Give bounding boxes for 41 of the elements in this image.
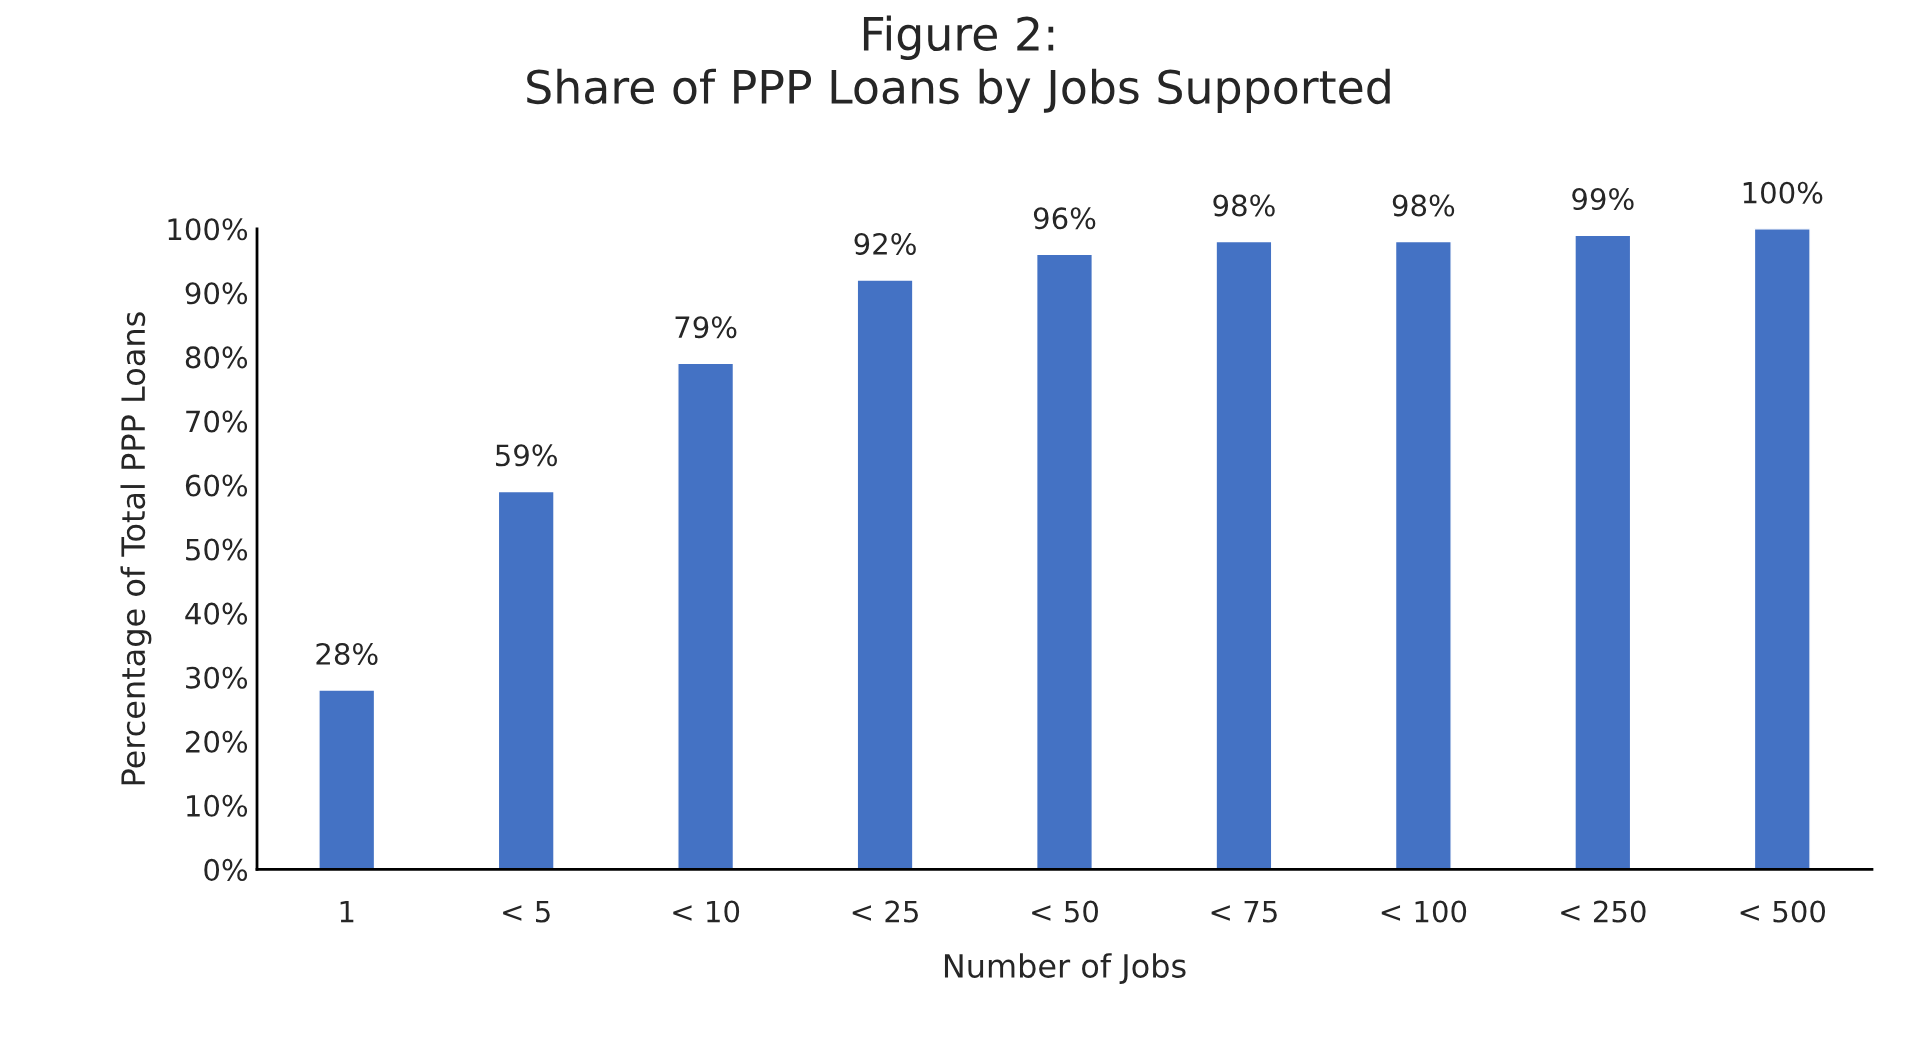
data-label: 98% [1213, 194, 1275, 217]
y-tick-label: 80% [185, 346, 248, 369]
y-tick-label: 70% [186, 410, 248, 433]
bar [677, 362, 735, 870]
data-label: 98% [1392, 194, 1455, 217]
x-tick-label: < 100 [1381, 900, 1467, 923]
x-axis-title: Number of Jobs [944, 953, 1186, 984]
data-label: 99% [1572, 188, 1634, 211]
x-tick-label: < 5 [503, 900, 550, 923]
y-tick-label: 40% [185, 602, 248, 625]
y-tick-label: 0% [204, 858, 248, 881]
x-tick-label: < 50 [1032, 900, 1098, 923]
bar [318, 689, 376, 870]
x-tick-label: < 75 [1211, 900, 1277, 923]
y-axis-title: Percentage of Total PPP Loans [120, 312, 152, 785]
data-label: 100% [1743, 181, 1823, 204]
bar [1035, 253, 1093, 870]
chart-title: Figure 2: Share of PPP Loans by Jobs Supported [527, 15, 1390, 114]
data-label: 79% [675, 316, 737, 339]
bar [1753, 228, 1811, 870]
bar [1574, 234, 1632, 870]
x-tick-label: 1 [340, 900, 354, 923]
bar [1394, 240, 1452, 870]
x-tick-label: < 500 [1740, 900, 1825, 923]
data-label: 96% [1033, 207, 1096, 230]
bar [1215, 240, 1273, 870]
data-label: 28% [316, 642, 378, 665]
x-tick-label: < 25 [852, 900, 918, 923]
data-label: 59% [496, 444, 557, 467]
y-tick-label: 10% [187, 794, 248, 817]
y-tick-label: 30% [186, 666, 248, 689]
y-tick-label: 20% [185, 730, 248, 753]
x-tick-label: < 10 [673, 900, 740, 923]
y-tick-label: 100% [168, 218, 248, 241]
bar [856, 279, 914, 870]
y-tick-label: 50% [186, 538, 248, 561]
y-tick-label: 90% [185, 282, 248, 305]
x-tick-label: < 250 [1561, 900, 1646, 923]
data-label: 92% [854, 232, 916, 255]
y-tick-label: 60% [185, 474, 248, 497]
bar [497, 490, 555, 870]
